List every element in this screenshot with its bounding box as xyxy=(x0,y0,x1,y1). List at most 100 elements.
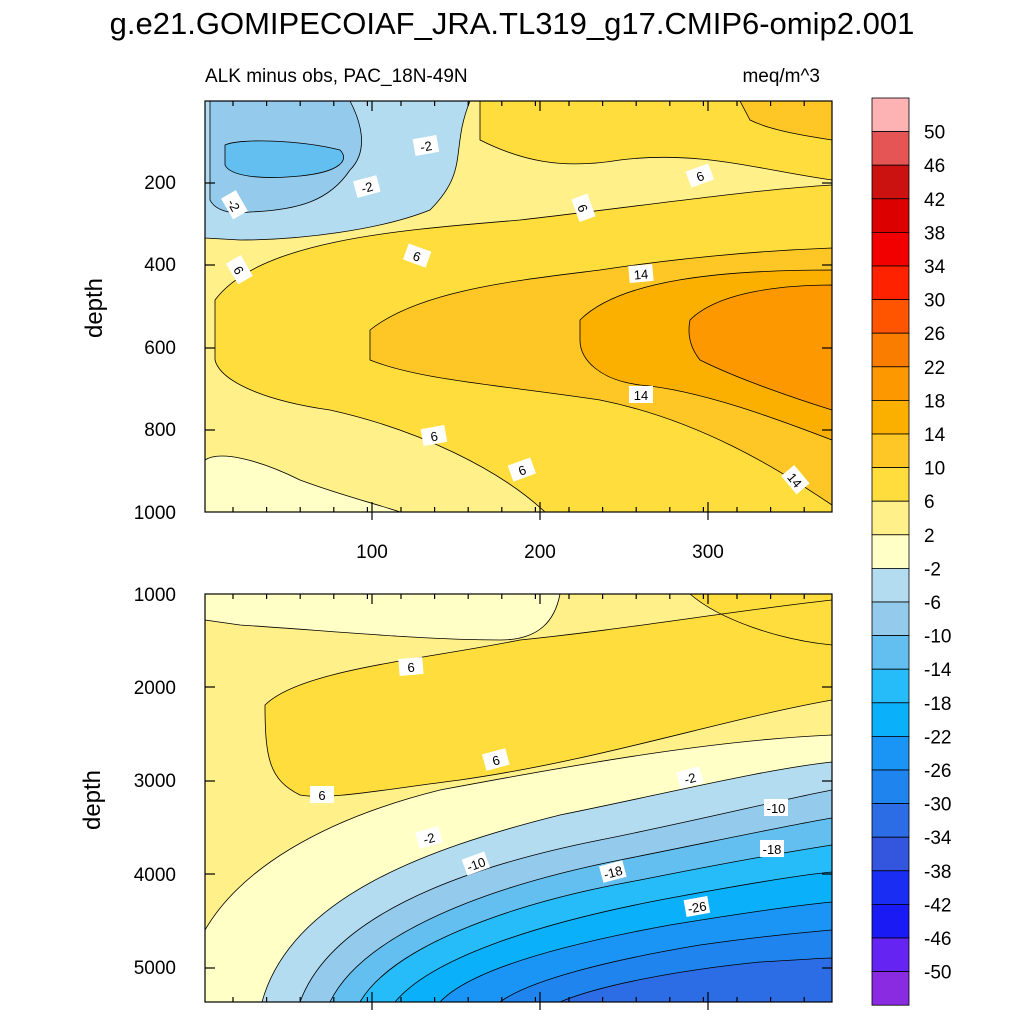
colorbar-label: -34 xyxy=(924,828,952,849)
upper-y-tick-800: 800 xyxy=(144,420,176,441)
lbandm30-line xyxy=(559,957,833,1003)
colorbar-box xyxy=(871,231,910,267)
colorbar-label: -42 xyxy=(924,895,951,916)
colorbar-label: 50 xyxy=(924,123,945,144)
lbandm2-line xyxy=(261,761,833,1003)
lower-y-tick-2000: 2000 xyxy=(134,678,176,699)
lbandm10-line xyxy=(329,817,833,1003)
upper-panel: -2 -2 -2 6 6 6 6 14 14 6 6 14 100 200 300 200 400 6… xyxy=(81,100,833,563)
upper-y-axis-label: depth xyxy=(81,278,108,338)
band18-line xyxy=(579,269,833,441)
colorbar-box xyxy=(871,668,910,704)
colorbar-label: 34 xyxy=(924,257,946,278)
contour-label: 14 xyxy=(628,263,654,284)
svg-text:6: 6 xyxy=(694,168,706,185)
band10-top-line xyxy=(479,100,833,181)
lower-y-tick-1000: 1000 xyxy=(134,585,176,606)
colorbar-label: 6 xyxy=(924,492,935,513)
lower-y-axis-label: depth xyxy=(79,770,106,830)
colorbar-box xyxy=(871,904,910,939)
svg-text:-18: -18 xyxy=(763,842,782,857)
band-2-line xyxy=(204,100,471,241)
subtitle-right: meq/m^3 xyxy=(742,66,820,87)
lband2-line xyxy=(204,734,833,1003)
lbandm26-line xyxy=(498,929,833,1003)
contour-label: 6 xyxy=(685,163,715,188)
contour-label: 14 xyxy=(629,386,653,403)
svg-text:-2: -2 xyxy=(422,830,437,847)
svg-text:-2: -2 xyxy=(683,770,698,787)
contour-label: -2 xyxy=(353,175,381,198)
chart-title: g.e21.GOMIPECOIAF_JRA.TL319_g17.CMIP6-om… xyxy=(110,6,915,41)
colorbar-box xyxy=(871,736,910,771)
svg-text:-26: -26 xyxy=(687,898,708,916)
upper-field xyxy=(205,101,832,512)
upper-x-tick-200: 200 xyxy=(524,542,556,563)
band2-deep xyxy=(205,456,400,512)
lower-y-tick-5000: 5000 xyxy=(134,958,176,979)
band-10-line xyxy=(224,140,344,178)
colorbar-label: 10 xyxy=(924,459,945,480)
lower-y-tick-4000: 4000 xyxy=(134,865,176,886)
lbandm22-line xyxy=(439,901,833,1003)
colorbar-label: -26 xyxy=(924,761,951,782)
lower-y-tick-3000: 3000 xyxy=(134,771,176,792)
svg-text:6: 6 xyxy=(491,752,502,768)
contour-label: -26 xyxy=(683,896,711,917)
colorbar-box xyxy=(871,299,910,334)
contour-label: -18 xyxy=(760,840,784,857)
colorbar-box xyxy=(871,568,910,603)
colorbar-label: 26 xyxy=(924,324,945,345)
colorbar-label: -18 xyxy=(924,694,951,715)
colorbar-box xyxy=(871,500,910,536)
lower-frame xyxy=(204,593,833,1003)
upper-y-tick-400: 400 xyxy=(144,255,176,276)
colorbar-box xyxy=(871,601,910,636)
contour-label: -18 xyxy=(599,860,627,883)
colorbar-label: -22 xyxy=(924,727,951,748)
svg-text:-2: -2 xyxy=(419,138,433,155)
upper-y-tick-200: 200 xyxy=(144,173,176,194)
colorbar-box xyxy=(871,836,910,872)
contour-label: 6 xyxy=(507,457,537,482)
colorbar-label: -6 xyxy=(924,593,941,614)
colorbar-label: -10 xyxy=(924,627,951,648)
svg-text:6: 6 xyxy=(318,788,325,803)
band2-deep-line xyxy=(204,455,401,513)
colorbar-label: -38 xyxy=(924,862,951,883)
lbandm18-line xyxy=(394,871,833,1003)
svg-text:14: 14 xyxy=(634,388,648,403)
colorbar-label: -30 xyxy=(924,795,951,816)
colorbar-box xyxy=(871,198,910,233)
colorbar-label: -50 xyxy=(924,963,951,984)
colorbar-box xyxy=(871,937,910,972)
svg-text:6: 6 xyxy=(429,428,439,444)
contour-label: -10 xyxy=(764,799,788,816)
colorbar-box xyxy=(871,769,910,804)
upper-x-tick-300: 300 xyxy=(692,542,724,563)
subtitle-left: ALK minus obs, PAC_18N-49N xyxy=(205,66,468,87)
colorbar-box xyxy=(871,702,910,737)
upper-y-tick-1000: 1000 xyxy=(134,503,176,524)
band10-line xyxy=(214,184,833,513)
colorbar-box xyxy=(871,97,910,132)
upper-y-tick-600: 600 xyxy=(144,338,176,359)
colorbar-label: 38 xyxy=(924,223,945,244)
colorbar-label: -14 xyxy=(924,660,952,681)
contour-label: -2 xyxy=(676,766,704,789)
colorbar-label: 2 xyxy=(924,526,935,547)
contour-label: -10 xyxy=(461,851,491,876)
colorbar-box xyxy=(871,971,910,1006)
colorbar-box xyxy=(871,399,910,435)
colorbar-box xyxy=(871,803,910,838)
contour-label: 6 xyxy=(226,255,253,285)
contour-label: -2 xyxy=(412,135,440,156)
contour-label: 14 xyxy=(781,465,810,495)
svg-text:6: 6 xyxy=(516,462,528,479)
colorbar-box xyxy=(871,164,910,200)
lband2-top-line xyxy=(204,593,561,641)
lband10-mid-line xyxy=(264,599,833,797)
svg-text:-2: -2 xyxy=(360,179,375,196)
svg-text:-10: -10 xyxy=(767,801,786,816)
